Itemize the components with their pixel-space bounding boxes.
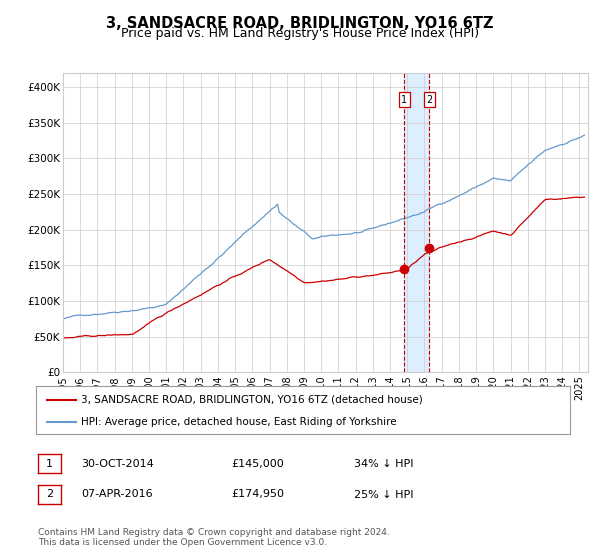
Text: 2: 2 [46,489,53,500]
Text: 3, SANDSACRE ROAD, BRIDLINGTON, YO16 6TZ: 3, SANDSACRE ROAD, BRIDLINGTON, YO16 6TZ [106,16,494,31]
Bar [404,73,429,372]
Text: £145,000: £145,000 [231,459,284,469]
Text: 34% ↓ HPI: 34% ↓ HPI [354,459,413,469]
Text: £174,950: £174,950 [231,489,284,500]
Text: Contains HM Land Registry data © Crown copyright and database right 2024.
This d: Contains HM Land Registry data © Crown c… [38,528,389,547]
Text: Price paid vs. HM Land Registry's House Price Index (HPI): Price paid vs. HM Land Registry's House … [121,27,479,40]
Text: 25% ↓ HPI: 25% ↓ HPI [354,489,413,500]
Text: 30-OCT-2014: 30-OCT-2014 [81,459,154,469]
Text: 07-APR-2016: 07-APR-2016 [81,489,152,500]
Text: HPI: Average price, detached house, East Riding of Yorkshire: HPI: Average price, detached house, East… [82,417,397,427]
Text: 1: 1 [401,95,407,105]
Text: 3, SANDSACRE ROAD, BRIDLINGTON, YO16 6TZ (detached house): 3, SANDSACRE ROAD, BRIDLINGTON, YO16 6TZ… [82,395,423,405]
Text: 1: 1 [46,459,53,469]
Text: 2: 2 [426,95,432,105]
